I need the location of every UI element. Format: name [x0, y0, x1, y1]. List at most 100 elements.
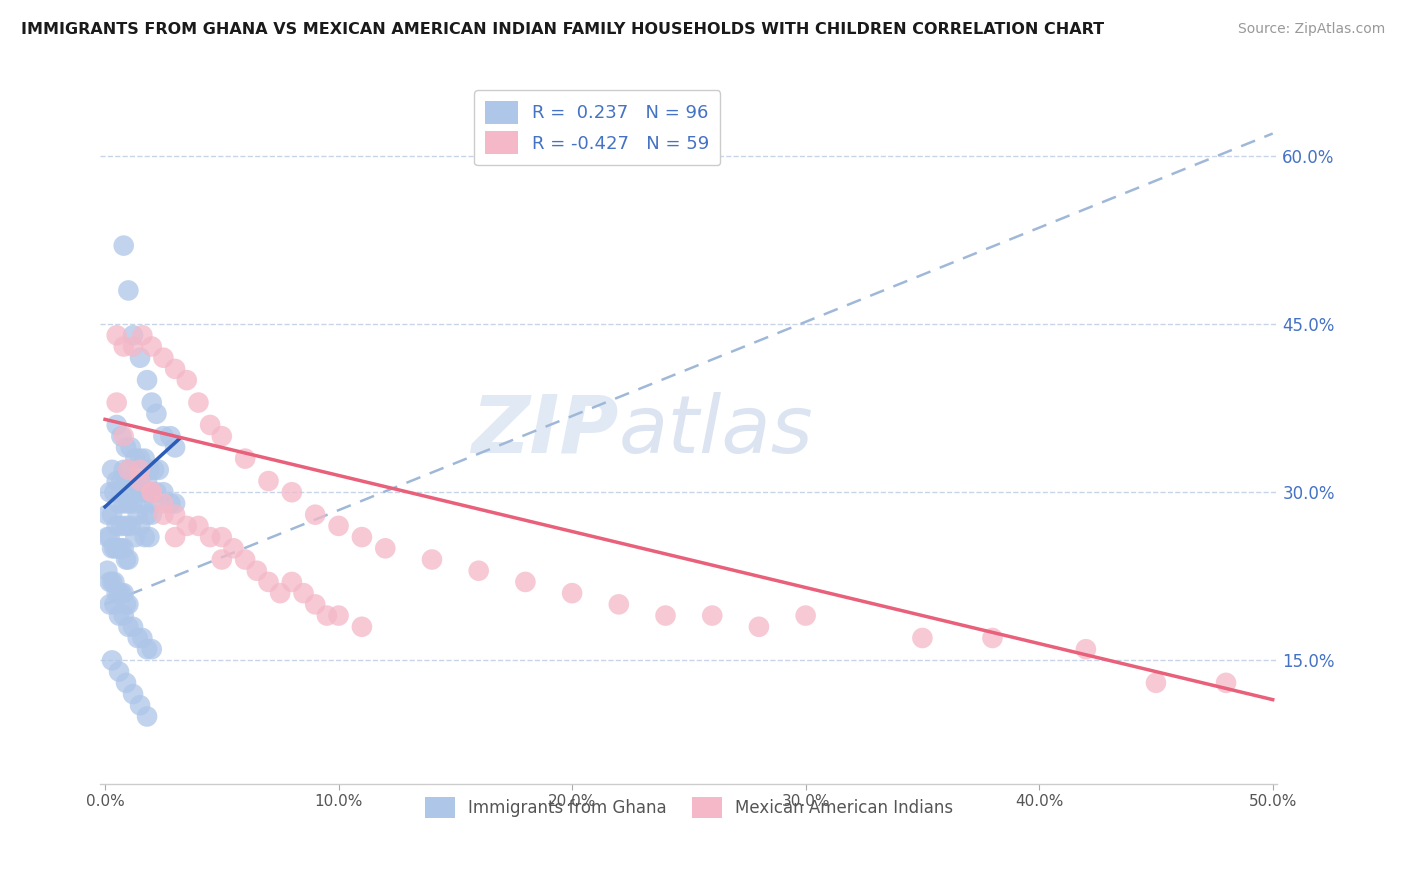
Text: ZIP: ZIP — [471, 392, 619, 469]
Point — [129, 698, 152, 713]
Point — [115, 676, 138, 690]
Point — [702, 608, 724, 623]
Point — [561, 586, 583, 600]
Point — [187, 519, 209, 533]
Point — [115, 598, 138, 612]
Point — [96, 530, 118, 544]
Point — [108, 586, 131, 600]
Point — [1074, 642, 1097, 657]
Point — [143, 496, 166, 510]
Point — [98, 574, 121, 589]
Point — [129, 519, 152, 533]
Point — [129, 485, 152, 500]
Point — [112, 496, 135, 510]
Point — [420, 552, 443, 566]
Point — [222, 541, 245, 556]
Point — [117, 463, 139, 477]
Point — [101, 508, 124, 522]
Point — [794, 608, 817, 623]
Point — [117, 496, 139, 510]
Point — [654, 608, 676, 623]
Point — [176, 519, 198, 533]
Point — [129, 474, 152, 488]
Point — [467, 564, 489, 578]
Point — [127, 631, 149, 645]
Point — [122, 339, 145, 353]
Point — [152, 496, 174, 510]
Point — [131, 496, 153, 510]
Point — [120, 519, 142, 533]
Point — [108, 608, 131, 623]
Point — [98, 530, 121, 544]
Point — [117, 284, 139, 298]
Point — [315, 608, 337, 623]
Point — [101, 463, 124, 477]
Point — [152, 485, 174, 500]
Point — [108, 665, 131, 679]
Point — [328, 608, 350, 623]
Point — [112, 429, 135, 443]
Point — [141, 395, 163, 409]
Point — [112, 339, 135, 353]
Legend: Immigrants from Ghana, Mexican American Indians: Immigrants from Ghana, Mexican American … — [418, 790, 960, 825]
Point — [98, 598, 121, 612]
Point — [103, 485, 125, 500]
Point — [257, 474, 280, 488]
Point — [108, 541, 131, 556]
Point — [122, 328, 145, 343]
Point — [176, 373, 198, 387]
Point — [1144, 676, 1167, 690]
Point — [748, 620, 770, 634]
Point — [148, 463, 170, 477]
Point — [101, 653, 124, 667]
Point — [115, 441, 138, 455]
Point — [103, 574, 125, 589]
Point — [127, 508, 149, 522]
Point — [246, 564, 269, 578]
Point — [131, 631, 153, 645]
Point — [233, 552, 256, 566]
Point — [211, 530, 233, 544]
Point — [110, 429, 132, 443]
Point — [129, 463, 152, 477]
Point — [374, 541, 396, 556]
Point — [328, 519, 350, 533]
Point — [134, 485, 156, 500]
Point — [101, 574, 124, 589]
Text: atlas: atlas — [619, 392, 813, 469]
Point — [117, 620, 139, 634]
Point — [141, 642, 163, 657]
Point — [141, 485, 163, 500]
Point — [103, 541, 125, 556]
Point — [1215, 676, 1237, 690]
Point — [124, 485, 146, 500]
Point — [105, 541, 128, 556]
Point — [607, 598, 630, 612]
Point — [105, 417, 128, 432]
Point — [138, 530, 160, 544]
Point — [281, 574, 304, 589]
Point — [115, 552, 138, 566]
Point — [211, 429, 233, 443]
Point — [105, 519, 128, 533]
Point — [112, 586, 135, 600]
Point — [187, 395, 209, 409]
Point — [110, 586, 132, 600]
Point — [165, 508, 187, 522]
Point — [112, 541, 135, 556]
Point — [152, 429, 174, 443]
Point — [981, 631, 1004, 645]
Point — [110, 474, 132, 488]
Point — [124, 530, 146, 544]
Point — [152, 351, 174, 365]
Point — [134, 530, 156, 544]
Point — [122, 687, 145, 701]
Point — [108, 496, 131, 510]
Point — [105, 586, 128, 600]
Point — [165, 496, 187, 510]
Point — [145, 485, 167, 500]
Point — [350, 620, 373, 634]
Point — [129, 351, 152, 365]
Point — [159, 429, 181, 443]
Text: Source: ZipAtlas.com: Source: ZipAtlas.com — [1237, 22, 1385, 37]
